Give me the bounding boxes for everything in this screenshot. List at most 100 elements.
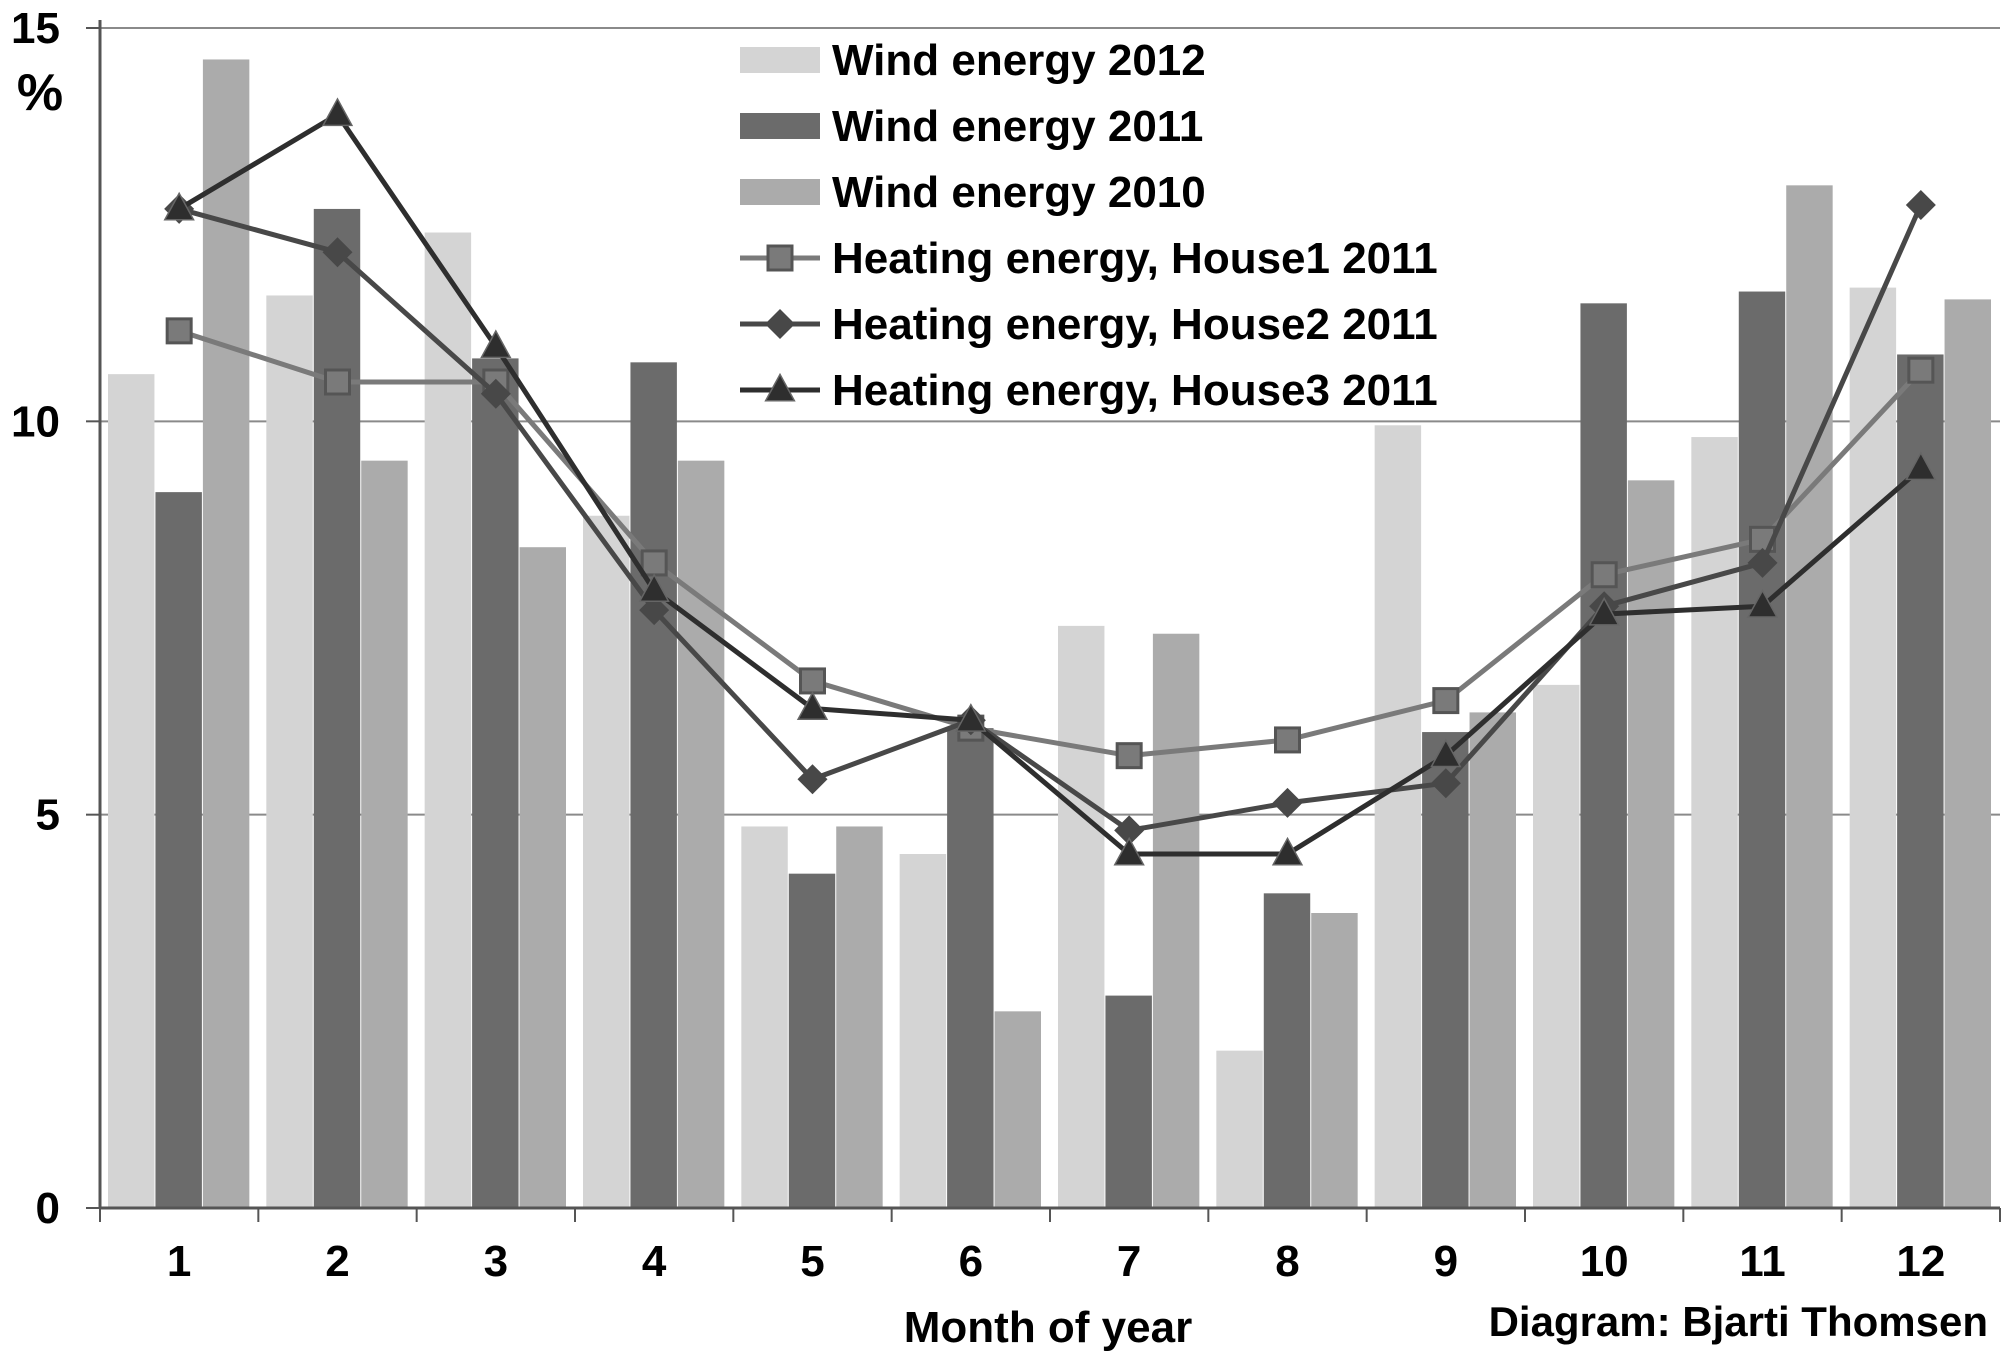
- point-heating-energy-house1-2011: [1907, 356, 1935, 384]
- legend-item: Heating energy, House2 2011: [740, 300, 1438, 349]
- x-tick-label: 11: [1739, 1237, 1786, 1286]
- bar-wind-energy-2010: [836, 826, 883, 1208]
- legend-marker: [765, 309, 795, 339]
- bar-wind-energy-2012: [583, 515, 630, 1208]
- point-heating-energy-house1-2011: [324, 368, 351, 396]
- point-heating-energy-house1-2011: [640, 549, 668, 577]
- bar-wind-energy-2012: [1533, 684, 1580, 1208]
- point-heating-energy-house2-2011: [1905, 190, 1936, 220]
- legend-item: Wind energy 2011: [740, 102, 1203, 151]
- point-heating-energy-house2-2011: [1747, 547, 1778, 578]
- point-heating-energy-house1-2011: [1115, 742, 1143, 770]
- bar-wind-energy-2012: [1691, 437, 1738, 1209]
- legend-label: Heating energy, House1 2011: [832, 234, 1438, 283]
- point-heating-energy-house2-2011: [1272, 787, 1303, 818]
- point-heating-energy-house1-2011: [165, 317, 193, 345]
- legend-swatch: [740, 47, 820, 73]
- bar-wind-energy-2011: [1105, 995, 1152, 1208]
- x-tick-label: 12: [1896, 1237, 1945, 1286]
- bars: [108, 59, 1991, 1209]
- axes: [86, 20, 2001, 1222]
- x-tick-label: 2: [325, 1237, 349, 1286]
- bar-wind-energy-2010: [1627, 480, 1675, 1208]
- point-heating-energy-house1-2011: [799, 667, 826, 695]
- point-heating-energy-house3-2011: [796, 691, 829, 721]
- bar-wind-energy-2012: [1374, 425, 1422, 1208]
- bar-wind-energy-2010: [1944, 299, 1991, 1208]
- x-tick-label: 8: [1275, 1237, 1299, 1286]
- point-heating-energy-house3-2011: [1746, 589, 1779, 618]
- bar-wind-energy-2010: [677, 460, 725, 1209]
- bar-wind-energy-2011: [155, 492, 202, 1209]
- legend-item: Heating energy, House3 2011: [740, 366, 1438, 415]
- point-heating-energy-house3-2011: [480, 329, 512, 359]
- x-tick-label: 5: [800, 1237, 824, 1286]
- bar-wind-energy-2012: [1216, 1050, 1263, 1208]
- gridlines: [100, 27, 2000, 816]
- x-tick-label: 3: [484, 1237, 508, 1286]
- point-heating-energy-house3-2011: [321, 97, 354, 127]
- bar-wind-energy-2011: [947, 728, 994, 1208]
- bar-wind-energy-2011: [1263, 893, 1311, 1208]
- point-heating-energy-house2-2011: [1430, 768, 1461, 799]
- lines: [163, 97, 1937, 866]
- y-tick-label: 5: [36, 791, 60, 840]
- legend-item: Wind energy 2012: [740, 36, 1206, 85]
- bar-wind-energy-2012: [424, 232, 472, 1209]
- x-axis-title: Month of year: [904, 1303, 1192, 1352]
- point-heating-energy-house2-2011: [639, 595, 670, 626]
- legend-label: Wind energy 2010: [832, 168, 1206, 217]
- point-heating-energy-house2-2011: [1114, 815, 1145, 846]
- point-heating-energy-house3-2011: [1905, 451, 1937, 481]
- point-heating-energy-house2-2011: [797, 764, 828, 795]
- legend-label: Heating energy, House3 2011: [832, 366, 1438, 415]
- bar-wind-energy-2010: [1786, 185, 1833, 1209]
- bar-wind-energy-2010: [1311, 913, 1358, 1208]
- legend-swatch: [740, 113, 820, 139]
- point-heating-energy-house2-2011: [322, 237, 353, 268]
- point-heating-energy-house3-2011: [638, 573, 670, 603]
- legend-label: Wind energy 2012: [832, 36, 1206, 85]
- legend-item: Wind energy 2010: [740, 168, 1206, 217]
- x-tick-label: 4: [642, 1237, 667, 1286]
- line-heating-energy-house3-2011: [177, 112, 1923, 857]
- bar-wind-energy-2011: [472, 358, 519, 1208]
- point-heating-energy-house1-2011: [1274, 726, 1301, 754]
- bar-wind-energy-2011: [788, 873, 836, 1208]
- bar-wind-energy-2012: [1058, 625, 1105, 1208]
- y-tick-label: 0: [36, 1184, 60, 1233]
- point-heating-energy-house3-2011: [163, 191, 195, 221]
- bar-wind-energy-2011: [313, 208, 361, 1208]
- point-heating-energy-house3-2011: [1113, 836, 1145, 866]
- bar-wind-energy-2011: [1897, 354, 1944, 1208]
- bar-wind-energy-2011: [630, 362, 677, 1208]
- bar-wind-energy-2012: [266, 295, 313, 1208]
- bar-wind-energy-2011: [1580, 303, 1627, 1208]
- line-heating-energy-house1-2011: [178, 328, 1923, 759]
- bar-wind-energy-2010: [519, 547, 566, 1208]
- x-tick-label: 9: [1434, 1237, 1458, 1286]
- legend-item: Heating energy, House1 2011: [740, 234, 1438, 283]
- legend-marker: [766, 244, 794, 272]
- legend: Wind energy 2012 Wind energy 2011 Wind ene…: [740, 36, 1438, 415]
- point-heating-energy-house3-2011: [1271, 836, 1304, 866]
- bar-wind-energy-2011: [1738, 291, 1786, 1208]
- line-heating-energy-house2-2011: [178, 203, 1924, 833]
- bar-wind-energy-2012: [899, 854, 947, 1208]
- bar-wind-energy-2010: [1469, 712, 1516, 1208]
- point-heating-energy-house1-2011: [1590, 561, 1618, 589]
- point-heating-energy-house3-2011: [1588, 596, 1620, 626]
- x-tick-label: 1: [167, 1237, 191, 1286]
- bar-wind-energy-2010: [994, 1011, 1041, 1208]
- x-tick-label: 7: [1117, 1237, 1141, 1286]
- y-tick-label: 10: [11, 397, 60, 446]
- bar-wind-energy-2012: [1849, 287, 1897, 1209]
- point-heating-energy-house3-2011: [955, 703, 987, 732]
- diagram-credit: Diagram: Bjarti Thomsen: [1489, 1298, 1988, 1345]
- point-heating-energy-house2-2011: [480, 378, 511, 409]
- bar-wind-energy-2010: [1152, 633, 1200, 1208]
- bar-wind-energy-2012: [741, 826, 788, 1208]
- bar-wind-energy-2012: [108, 374, 155, 1209]
- legend-swatch: [740, 179, 820, 205]
